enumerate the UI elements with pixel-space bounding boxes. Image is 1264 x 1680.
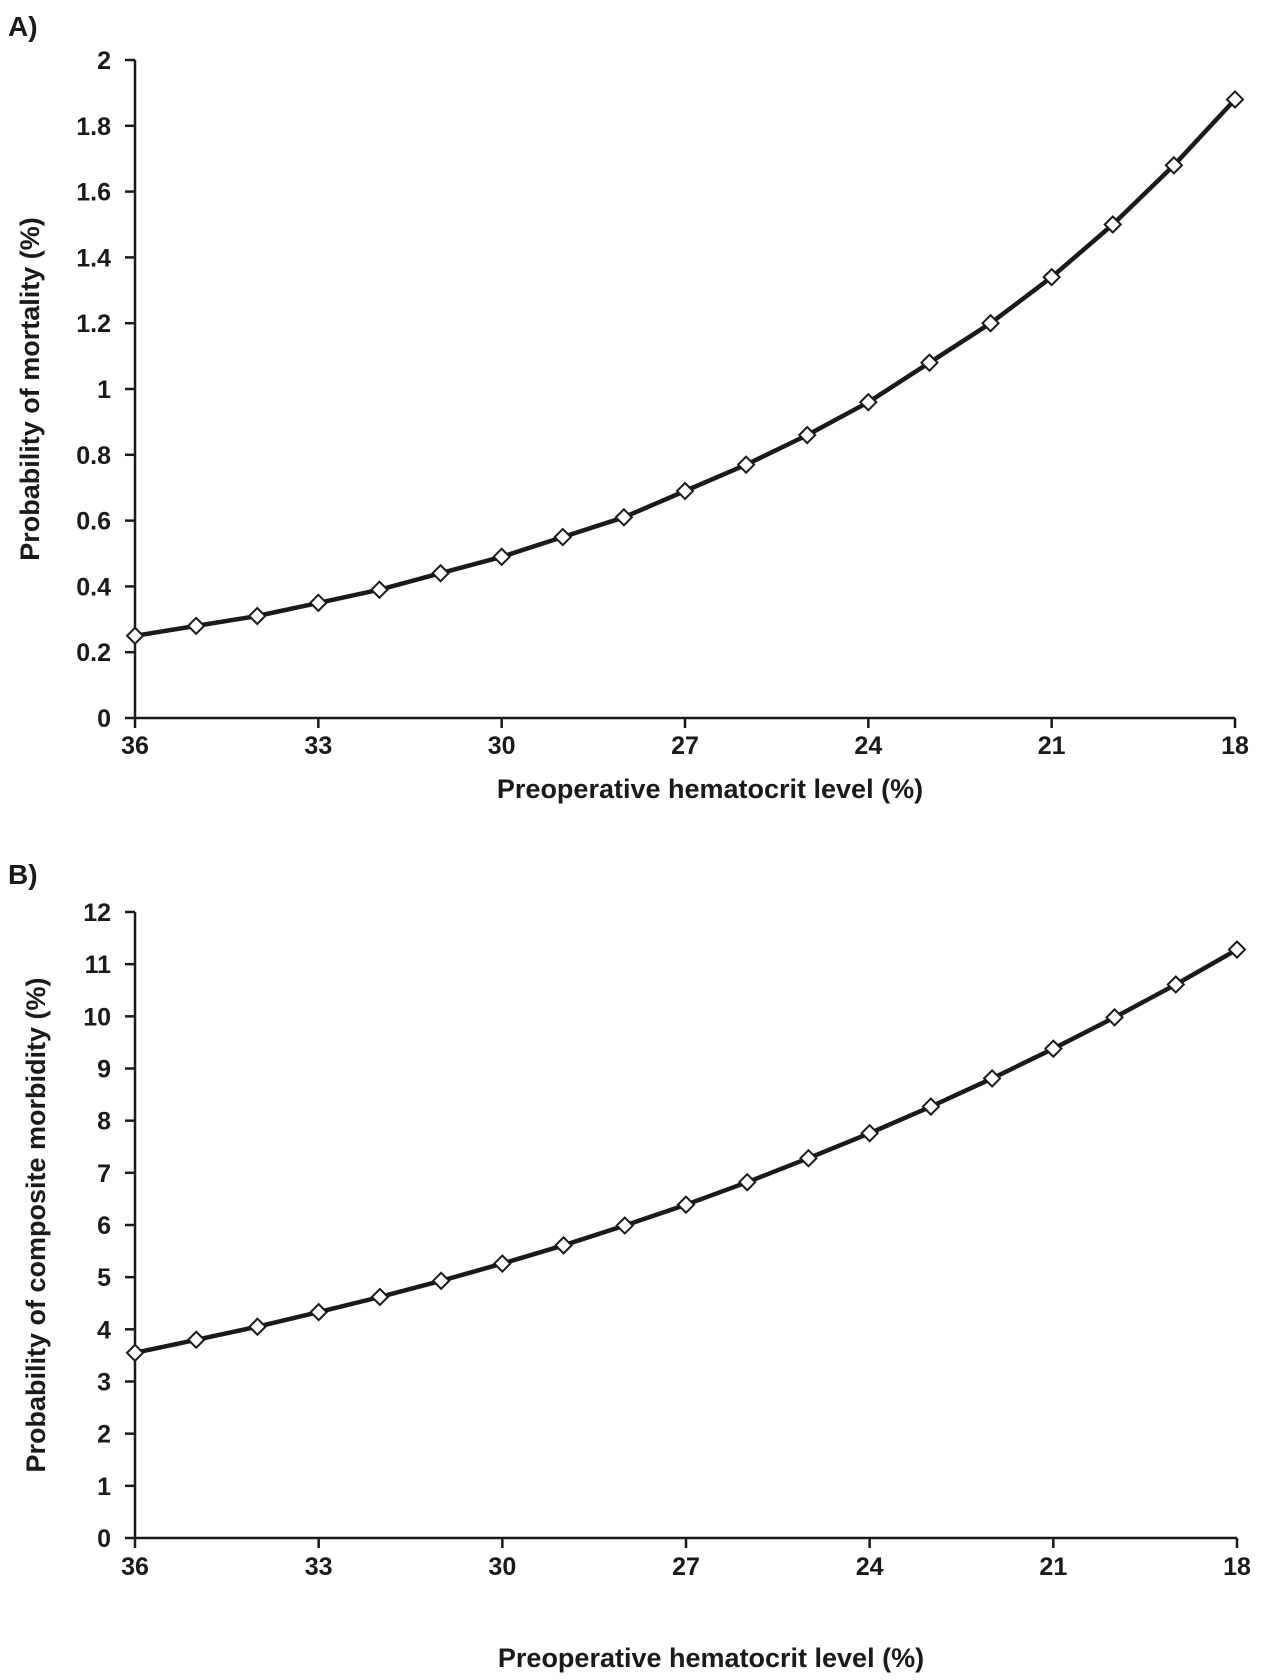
y-tick-label: 1.6 [76,179,111,207]
data-point-marker [1166,975,1186,994]
data-point-marker [921,1097,941,1116]
y-tick-label: 0.2 [76,639,111,667]
x-tick-label: 33 [304,732,332,760]
y-axis-title: Probability of mortality (%) [15,217,45,561]
y-tick-label: 1.8 [76,113,111,141]
y-tick-label: 9 [97,1056,111,1084]
y-tick-label: 0.4 [76,573,111,601]
y-tick-label: 0.8 [76,442,111,470]
data-point-marker [370,1287,390,1307]
data-point-marker [736,455,756,475]
y-tick-label: 0 [97,705,111,733]
chart-panel-a: A) 0 0.2 0.4 0.6 0.8 1 1.2 1.4 1.6 1.8 2 36 33 30 27 24 2… [8,11,1249,804]
data-point-marker [982,1068,1002,1088]
y-tick-label: 2 [97,1421,111,1449]
data-point-marker [492,1254,512,1274]
data-point-marker [614,507,634,527]
y-tick-label: 8 [97,1108,111,1136]
data-point-marker [676,1195,696,1215]
data-point-marker [309,1302,329,1322]
data-point-marker [675,481,695,501]
x-tick-label: 27 [671,732,699,760]
x-tick-label: 36 [121,1553,149,1581]
y-tick-label: 1.4 [76,244,111,272]
x-tick-label: 30 [488,1553,516,1581]
x-tick-label: 21 [1038,732,1066,760]
x-tick-label: 36 [121,732,149,760]
x-axis-title: Preoperative hematocrit level (%) [497,774,923,804]
data-point-marker [554,1235,573,1255]
y-tick-label: 1.2 [76,310,111,338]
panel-label: B) [8,859,38,890]
data-point-marker [125,1343,145,1363]
y-tick-label: 3 [97,1369,111,1397]
x-tick-label: 24 [854,732,882,760]
data-point-marker [737,1172,757,1192]
data-point-marker [920,353,939,373]
data-point-marker [553,527,573,547]
x-tick-label: 33 [305,1553,333,1581]
data-point-marker [858,392,878,412]
y-tick-label: 4 [97,1316,111,1344]
y-tick-label: 10 [83,1003,111,1031]
series-line [134,947,1239,1356]
y-tick-label: 2 [97,47,111,75]
x-tick-label: 21 [1039,1553,1067,1581]
x-tick-label: 27 [672,1553,700,1581]
x-tick-label: 24 [856,1553,884,1581]
data-point-marker [125,626,145,646]
data-point-marker [1043,1039,1063,1059]
data-point-marker [492,547,512,567]
data-point-marker [1103,215,1123,234]
y-tick-label: 0.6 [76,508,111,536]
x-tick-label: 30 [488,732,516,760]
y-tick-label: 5 [97,1264,111,1292]
y-tick-label: 0 [97,1525,111,1553]
data-point-marker [186,616,206,636]
y-tick-label: 7 [97,1160,111,1188]
data-point-marker [981,313,1000,333]
series-line [134,97,1237,639]
y-tick-label: 6 [97,1212,111,1240]
data-point-marker [248,1317,267,1337]
y-tick-label: 12 [83,899,111,927]
data-point-marker [1227,940,1247,959]
y-tick-label: 1 [97,1473,111,1501]
data-point-marker [1105,1007,1124,1027]
data-point-marker [431,563,450,583]
data-point-marker [431,1271,451,1291]
data-point-marker [1225,90,1245,109]
y-tick-label: 11 [85,951,112,979]
x-axis-title: Preoperative hematocrit level (%) [498,1643,924,1673]
data-point-marker [799,1148,818,1168]
data-point-marker [308,593,328,613]
x-tick-label: 18 [1221,732,1249,760]
data-point-marker [1042,267,1062,287]
data-point-marker [186,1330,206,1350]
y-tick-label: 1 [97,376,111,404]
data-point-marker [860,1123,880,1143]
x-tick-label: 18 [1223,1553,1251,1581]
y-axis-title: Probability of composite morbidity (%) [21,977,51,1472]
panel-label: A) [8,11,38,42]
data-point-marker [797,425,817,445]
data-point-marker [370,580,389,600]
data-point-marker [1164,155,1184,175]
data-point-marker [615,1216,635,1235]
data-point-marker [247,606,267,626]
